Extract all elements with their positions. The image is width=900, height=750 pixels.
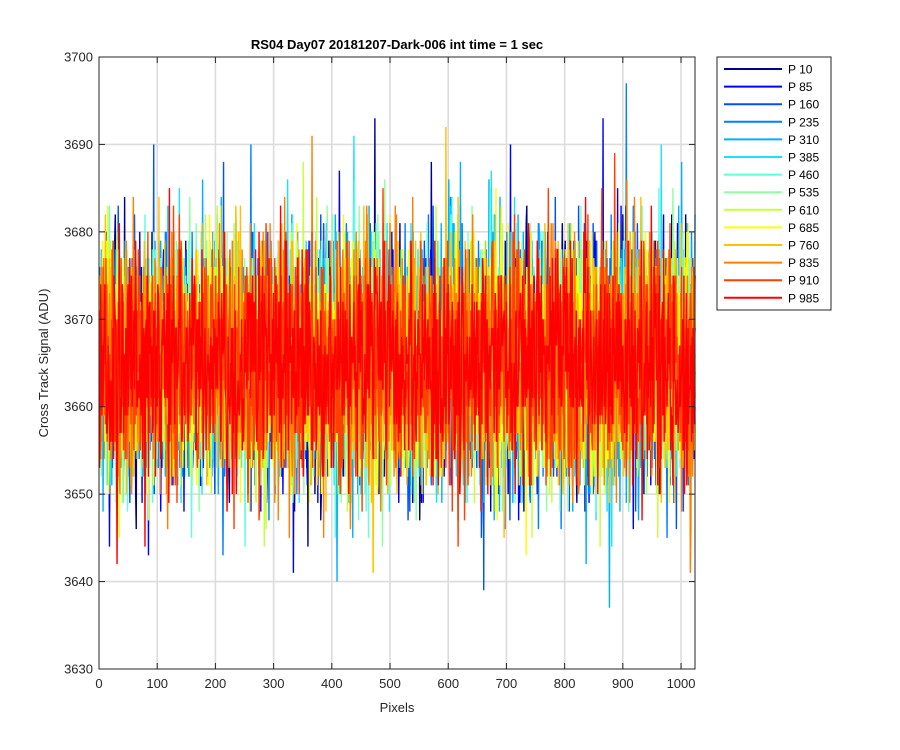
legend-label: P 460	[788, 168, 819, 182]
legend-label: P 310	[788, 133, 819, 147]
legend-label: P 535	[788, 186, 819, 200]
x-tick-label: 400	[321, 676, 343, 691]
series-line	[98, 188, 696, 565]
legend-label: P 685	[788, 221, 819, 235]
axis-ticks: 0 100 200 300 400 500 600 700 800 900 1000 3630 3640…	[64, 50, 695, 692]
legend-label: P 910	[788, 274, 819, 288]
legend-label: P 160	[788, 98, 819, 112]
y-axis-title: Cross Track Signal (ADU)	[36, 289, 51, 438]
legend-label: P 760	[788, 239, 819, 253]
x-tick-label: 600	[437, 676, 459, 691]
x-axis-title: Pixels	[380, 700, 415, 715]
y-tick-label: 3680	[64, 224, 93, 239]
legend-label: P 835	[788, 256, 819, 270]
x-tick-label: 900	[612, 676, 634, 691]
y-tick-label: 3650	[64, 487, 93, 502]
y-tick-label: 3700	[64, 50, 93, 65]
chart-title: RS04 Day07 20181207-Dark-006 int time = …	[251, 37, 543, 52]
x-tick-label: 200	[205, 676, 227, 691]
x-tick-label: 1000	[667, 676, 696, 691]
legend-label: P 235	[788, 115, 819, 129]
x-tick-label: 100	[146, 676, 168, 691]
x-tick-label: 300	[263, 676, 285, 691]
x-tick-label: 700	[496, 676, 518, 691]
y-tick-label: 3640	[64, 574, 93, 589]
y-tick-label: 3630	[64, 662, 93, 677]
y-tick-label: 3670	[64, 312, 93, 327]
legend-label: P 385	[788, 151, 819, 165]
y-tick-label: 3690	[64, 137, 93, 152]
legend-label: P 610	[788, 203, 819, 217]
x-tick-label: 0	[95, 676, 102, 691]
legend-label: P 85	[788, 80, 813, 94]
plot-frame	[98, 56, 696, 670]
y-tick-label: 3660	[64, 399, 93, 414]
legend: P 10 P 85 P 160 P 235 P 310 P 385 P 460 P 535 P …	[716, 56, 832, 311]
x-tick-label: 500	[379, 676, 401, 691]
legend-label: P 10	[788, 63, 813, 77]
legend-box	[716, 56, 832, 311]
legend-label: P 985	[788, 291, 819, 305]
x-tick-label: 800	[554, 676, 576, 691]
series-lines	[98, 83, 696, 608]
